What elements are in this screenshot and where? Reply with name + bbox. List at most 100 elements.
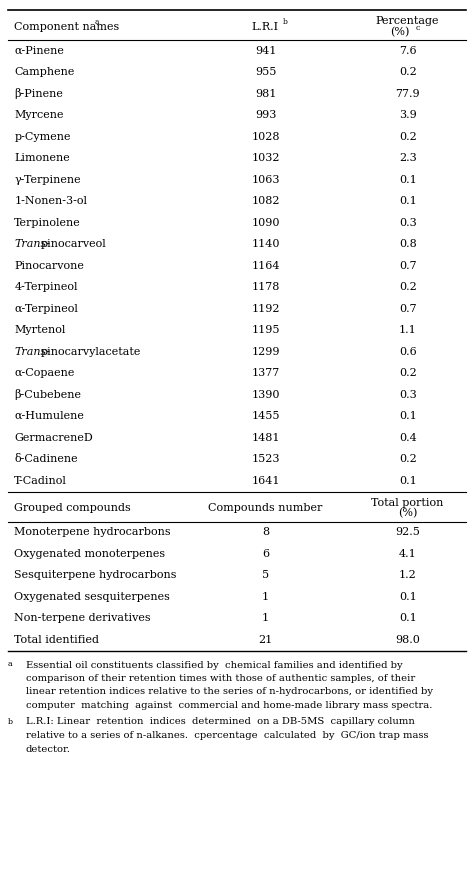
Text: 1032: 1032 xyxy=(251,153,280,163)
Text: 1455: 1455 xyxy=(251,411,280,421)
Text: (%): (%) xyxy=(390,27,410,37)
Text: 0.2: 0.2 xyxy=(399,368,417,378)
Text: linear retention indices relative to the series of n-hydrocarbons, or identified: linear retention indices relative to the… xyxy=(26,687,433,696)
Text: c: c xyxy=(416,24,420,32)
Text: 0.2: 0.2 xyxy=(399,67,417,77)
Text: detector.: detector. xyxy=(26,745,71,753)
Text: 0.7: 0.7 xyxy=(399,261,417,271)
Text: Non-terpene derivatives: Non-terpene derivatives xyxy=(14,614,151,623)
Text: 1641: 1641 xyxy=(251,475,280,486)
Text: Component names: Component names xyxy=(14,22,119,31)
Text: Myrcene: Myrcene xyxy=(14,110,64,120)
Text: Trans-: Trans- xyxy=(14,347,50,357)
Text: 98.0: 98.0 xyxy=(395,634,420,645)
Text: 1523: 1523 xyxy=(251,454,280,464)
Text: 5: 5 xyxy=(262,570,269,580)
Text: 0.7: 0.7 xyxy=(399,304,417,314)
Text: α-Terpineol: α-Terpineol xyxy=(14,304,78,314)
Text: b: b xyxy=(283,18,287,26)
Text: α-Humulene: α-Humulene xyxy=(14,411,84,421)
Text: 1: 1 xyxy=(262,592,269,601)
Text: 0.8: 0.8 xyxy=(399,239,417,249)
Text: 21: 21 xyxy=(258,634,273,645)
Text: 1195: 1195 xyxy=(251,325,280,335)
Text: Essential oil constituents classified by  chemical families and identified by: Essential oil constituents classified by… xyxy=(26,660,402,669)
Text: 1178: 1178 xyxy=(251,282,280,292)
Text: 4-Terpineol: 4-Terpineol xyxy=(14,282,78,292)
Text: Grouped compounds: Grouped compounds xyxy=(14,503,131,513)
Text: 77.9: 77.9 xyxy=(395,89,420,99)
Text: β-Cubebene: β-Cubebene xyxy=(14,389,81,401)
Text: L.R.I: Linear  retention  indices  determined  on a DB-5MS  capillary column: L.R.I: Linear retention indices determin… xyxy=(26,718,415,726)
Text: 0.4: 0.4 xyxy=(399,433,417,442)
Text: 0.6: 0.6 xyxy=(399,347,417,357)
Text: δ-Cadinene: δ-Cadinene xyxy=(14,454,78,464)
Text: 0.1: 0.1 xyxy=(399,196,417,206)
Text: 2.3: 2.3 xyxy=(399,153,417,163)
Text: 1299: 1299 xyxy=(251,347,280,357)
Text: 0.1: 0.1 xyxy=(399,411,417,421)
Text: 1090: 1090 xyxy=(251,218,280,228)
Text: a: a xyxy=(8,660,13,668)
Text: 0.1: 0.1 xyxy=(399,614,417,623)
Text: 4.1: 4.1 xyxy=(399,548,417,559)
Text: 1: 1 xyxy=(262,614,269,623)
Text: 7.6: 7.6 xyxy=(399,46,417,56)
Text: Limonene: Limonene xyxy=(14,153,70,163)
Text: Trans-: Trans- xyxy=(14,239,50,249)
Text: Pinocarvone: Pinocarvone xyxy=(14,261,84,271)
Text: Myrtenol: Myrtenol xyxy=(14,325,65,335)
Text: 0.2: 0.2 xyxy=(399,132,417,142)
Text: comparison of their retention times with those of authentic samples, of their: comparison of their retention times with… xyxy=(26,674,415,683)
Text: γ-Terpinene: γ-Terpinene xyxy=(14,175,81,185)
Text: α-Copaene: α-Copaene xyxy=(14,368,74,378)
Text: 1390: 1390 xyxy=(251,390,280,400)
Text: 0.3: 0.3 xyxy=(399,390,417,400)
Text: 92.5: 92.5 xyxy=(395,527,420,537)
Text: 0.2: 0.2 xyxy=(399,282,417,292)
Text: T-Cadinol: T-Cadinol xyxy=(14,475,67,486)
Text: b: b xyxy=(8,718,13,726)
Text: pinocarveol: pinocarveol xyxy=(40,239,106,249)
Text: Terpinolene: Terpinolene xyxy=(14,218,81,228)
Text: 981: 981 xyxy=(255,89,276,99)
Text: relative to a series of n-alkanes.  cpercentage  calculated  by  GC/ion trap mas: relative to a series of n-alkanes. cperc… xyxy=(26,731,428,740)
Text: 955: 955 xyxy=(255,67,276,77)
Text: Camphene: Camphene xyxy=(14,67,74,77)
Text: 941: 941 xyxy=(255,46,276,56)
Text: L.R.I: L.R.I xyxy=(252,22,279,31)
Text: Sesquiterpene hydrocarbons: Sesquiterpene hydrocarbons xyxy=(14,570,177,580)
Text: 8: 8 xyxy=(262,527,269,537)
Text: 0.1: 0.1 xyxy=(399,175,417,185)
Text: p-Cymene: p-Cymene xyxy=(14,132,71,142)
Text: 0.1: 0.1 xyxy=(399,475,417,486)
Text: β-Pinene: β-Pinene xyxy=(14,89,63,99)
Text: 1481: 1481 xyxy=(251,433,280,442)
Text: 1082: 1082 xyxy=(251,196,280,206)
Text: Monoterpene hydrocarbons: Monoterpene hydrocarbons xyxy=(14,527,171,537)
Text: 3.9: 3.9 xyxy=(399,110,417,120)
Text: Total identified: Total identified xyxy=(14,634,99,645)
Text: a: a xyxy=(94,18,99,26)
Text: 6: 6 xyxy=(262,548,269,559)
Text: 1164: 1164 xyxy=(251,261,280,271)
Text: computer  matching  against  commercial and home-made library mass spectra.: computer matching against commercial and… xyxy=(26,701,432,710)
Text: 1-Nonen-3-ol: 1-Nonen-3-ol xyxy=(14,196,87,206)
Text: α-Pinene: α-Pinene xyxy=(14,46,64,56)
Text: 1.1: 1.1 xyxy=(399,325,417,335)
Text: 1028: 1028 xyxy=(251,132,280,142)
Text: (%): (%) xyxy=(398,508,417,519)
Text: GermacreneD: GermacreneD xyxy=(14,433,93,442)
Text: pinocarvylacetate: pinocarvylacetate xyxy=(40,347,141,357)
Text: Total portion: Total portion xyxy=(372,497,444,507)
Text: 0.2: 0.2 xyxy=(399,454,417,464)
Text: 1.2: 1.2 xyxy=(399,570,417,580)
Text: 993: 993 xyxy=(255,110,276,120)
Text: 0.1: 0.1 xyxy=(399,592,417,601)
Text: 1192: 1192 xyxy=(251,304,280,314)
Text: 1140: 1140 xyxy=(251,239,280,249)
Text: Oxygenated sesquiterpenes: Oxygenated sesquiterpenes xyxy=(14,592,170,601)
Text: 1377: 1377 xyxy=(251,368,280,378)
Text: 0.3: 0.3 xyxy=(399,218,417,228)
Text: Compounds number: Compounds number xyxy=(208,503,323,513)
